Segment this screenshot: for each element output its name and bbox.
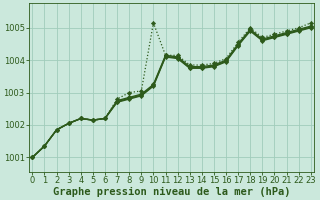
X-axis label: Graphe pression niveau de la mer (hPa): Graphe pression niveau de la mer (hPa) xyxy=(53,186,290,197)
